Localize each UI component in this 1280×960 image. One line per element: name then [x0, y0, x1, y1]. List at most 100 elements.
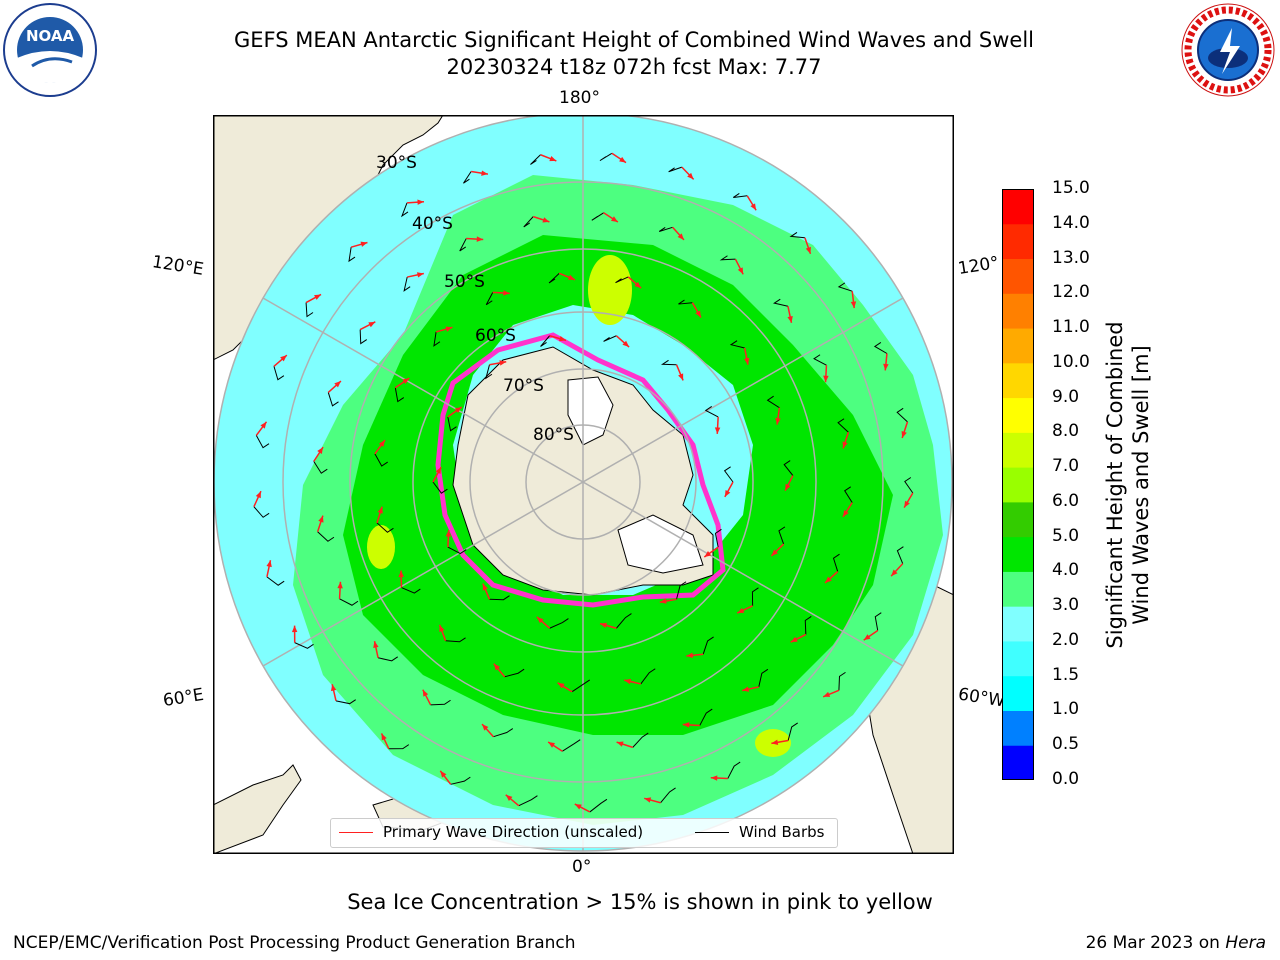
wave-arrow-head [536, 616, 544, 624]
wind-barb [838, 671, 846, 691]
wave-arrow-head [619, 156, 626, 163]
legend-wind-barbs: Wind Barbs [695, 823, 824, 841]
wave-arrow-head [439, 624, 445, 632]
wave-arrow-head [378, 440, 385, 447]
colorbar-tick-label: 13.0 [1052, 247, 1090, 268]
wave-arrow-head [737, 267, 744, 275]
wave-arrow-head [398, 570, 404, 578]
colorbar-segment [1002, 328, 1034, 364]
ice-shelf [617, 514, 704, 574]
wind-barb [549, 618, 569, 629]
lat-label-60: 60°S [475, 326, 516, 346]
wind-barb [758, 668, 769, 688]
wave-arrow-head [548, 741, 556, 748]
plot-subtitle: 20230324 t18z 072h fcst Max: 7.77 [446, 55, 822, 79]
lon-label-0: 0° [572, 857, 592, 877]
wave-arrow-head [260, 421, 267, 429]
wind-barb [518, 795, 538, 807]
wave-arrow-head [557, 682, 565, 689]
wind-barb [317, 531, 335, 542]
wave-arrow-head [742, 686, 750, 692]
wind-barb [615, 613, 632, 629]
wind-barb [837, 418, 849, 433]
colorbar-segment [1002, 432, 1034, 468]
noaa-logo: NOAA [3, 3, 97, 97]
colorbar-segment [1002, 606, 1034, 642]
wind-barb [403, 276, 411, 292]
vector-layer [253, 152, 914, 813]
wind-barb [789, 231, 805, 239]
wave-arrow-head [823, 375, 829, 383]
map-legend: Primary Wave Direction (unscaled) Wind B… [330, 818, 838, 848]
red-line-icon [339, 832, 373, 833]
wave-arrow-head [750, 203, 757, 211]
colorbar-tick-label: 11.0 [1052, 317, 1090, 338]
wave-arrow-head [482, 583, 488, 591]
wave-arrow-head [863, 634, 871, 641]
wave-arrow-head [417, 199, 424, 205]
lon-label-60e: 60°E [161, 684, 206, 712]
colorbar-segment [1002, 640, 1034, 677]
wave-arrow-head [616, 741, 624, 747]
nws-logo [1181, 3, 1275, 97]
wave-arrow-head [714, 427, 721, 434]
wind-barb [485, 292, 494, 306]
wind-barb [463, 171, 472, 184]
colorbar-segment [1002, 745, 1034, 780]
noaa-logo-text: NOAA [26, 27, 75, 45]
lat-label-50: 50°S [444, 272, 485, 292]
wind-barb [485, 364, 493, 380]
wind-barb [678, 299, 693, 305]
footer-credit: NCEP/EMC/Verification Post Processing Pr… [13, 933, 576, 953]
colorbar-label: Significant Height of Combined Wind Wave… [1102, 321, 1154, 648]
wave-arrow-head [901, 431, 907, 439]
wave-arrow-head [695, 310, 701, 318]
wave-arrow-head [710, 775, 718, 781]
colorbar-tick-label: 5.0 [1052, 525, 1080, 546]
wave-arrow-head [402, 378, 410, 385]
wave-arrow-head [334, 381, 341, 388]
wave-arrow-head [314, 294, 322, 300]
wind-barb [904, 477, 914, 494]
wave-arrow-head [416, 272, 424, 278]
wind-barb [432, 481, 448, 494]
wind-barb [400, 202, 409, 218]
colorbar-segment [1002, 710, 1034, 746]
wave-arrow-head [291, 625, 298, 633]
wind-barb [377, 656, 399, 662]
lat-label-70: 70°S [503, 376, 544, 396]
colorbar-tick-label: 3.0 [1052, 595, 1080, 616]
wave-arrow-head [476, 236, 484, 242]
colorbar-segment [1002, 258, 1034, 294]
legend-wind-barbs-label: Wind Barbs [739, 823, 825, 841]
wave-arrow-head [318, 515, 324, 523]
lon-label-180: 180° [559, 88, 600, 108]
polar-map: 30°S 40°S 50°S 60°S 70°S 80°S [213, 115, 954, 854]
wave-arrow-head [610, 216, 618, 223]
wave-arrow-head [904, 500, 910, 508]
wind-barb [459, 238, 467, 252]
colorbar-tick-label: 12.0 [1052, 282, 1090, 303]
wind-barb [676, 581, 687, 600]
colorbar-segment [1002, 397, 1034, 433]
wave-arrow-head [624, 678, 632, 685]
wind-barb [896, 407, 908, 423]
wave-arrow-head [280, 355, 287, 362]
colorbar-tick-label: 4.0 [1052, 560, 1080, 581]
wind-barb [699, 708, 713, 726]
wave-arrow-head [790, 636, 798, 643]
wave-arrow-head [775, 417, 781, 425]
wave-arrow-head [542, 217, 550, 223]
wind-barb [660, 359, 677, 366]
wind-barb [313, 461, 328, 474]
colorbar-tick-label: 6.0 [1052, 490, 1080, 511]
wind-barb [571, 679, 591, 693]
wave-arrow-head [574, 804, 582, 810]
wind-barb [376, 522, 394, 533]
wind-barb [615, 276, 629, 284]
wind-barb [729, 340, 745, 349]
wave-arrow-head [744, 357, 750, 365]
wind-barb [658, 226, 673, 232]
wind-barb [388, 744, 410, 750]
sea-ice-ring [435, 332, 726, 608]
